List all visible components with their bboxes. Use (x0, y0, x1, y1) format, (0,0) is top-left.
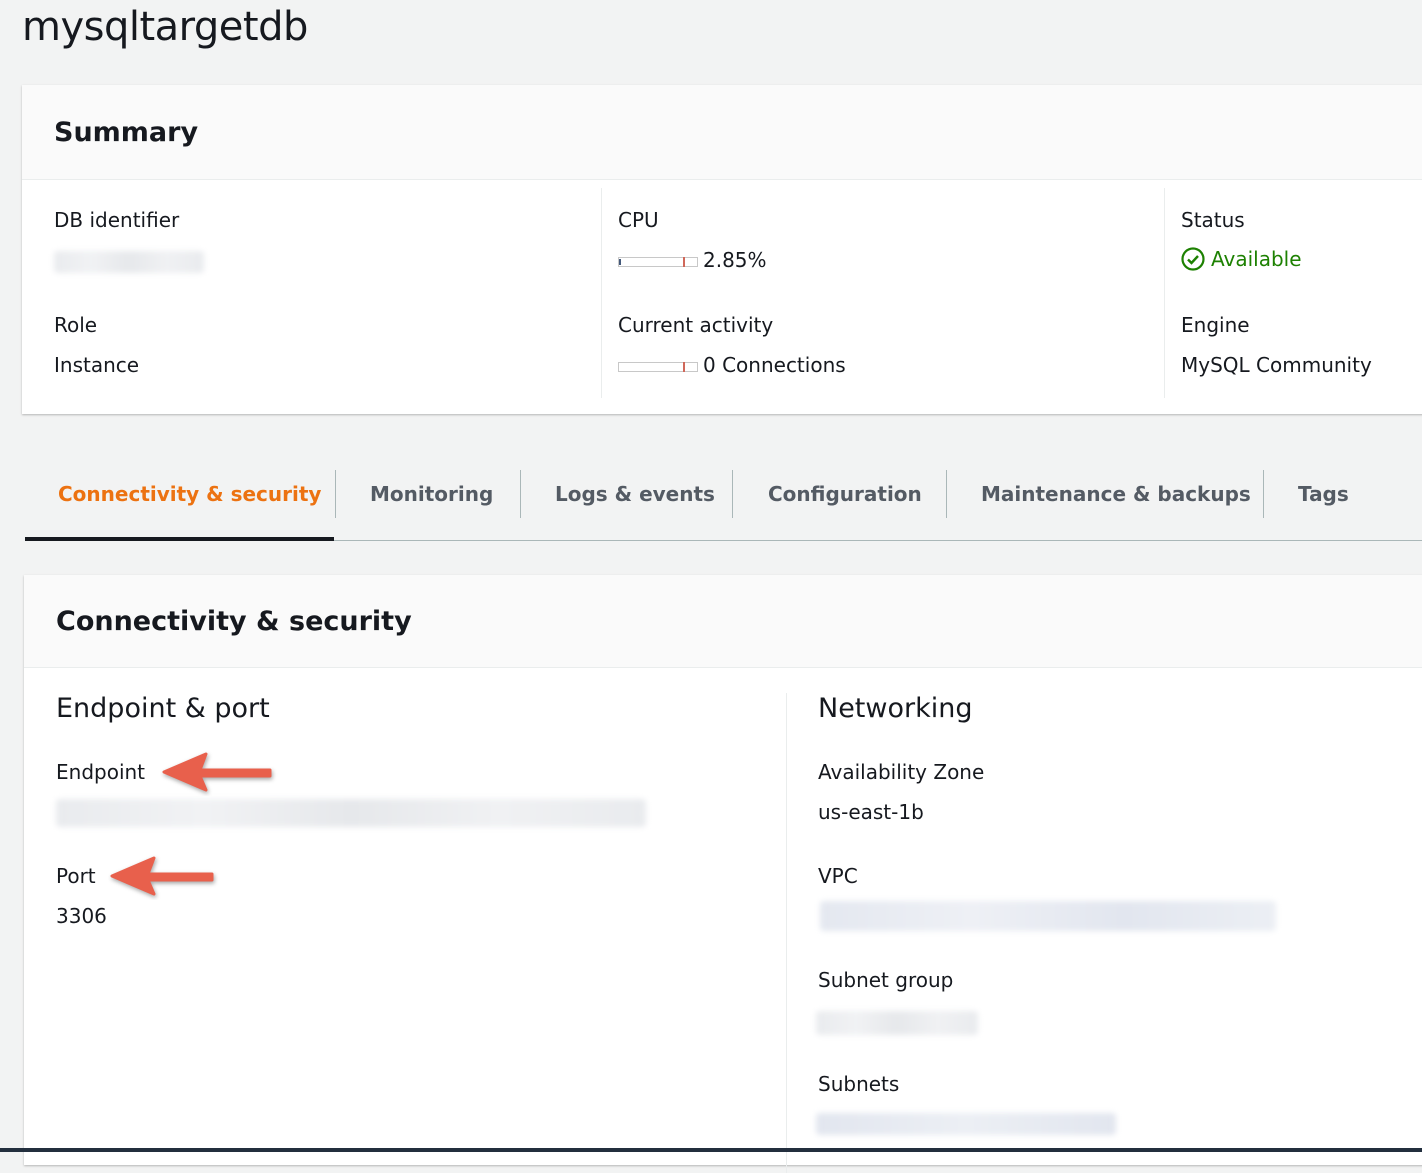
engine-value: MySQL Community (1181, 353, 1372, 377)
subnets-label: Subnets (818, 1072, 900, 1096)
bottom-bar (0, 1148, 1422, 1152)
az-value: us-east-1b (818, 800, 924, 824)
arrow-annotation-endpoint-icon (162, 752, 272, 792)
az-label: Availability Zone (818, 760, 985, 784)
page-title: mysqltargetdb (22, 4, 308, 50)
vpc-label: VPC (818, 864, 858, 888)
connectivity-header: Connectivity & security (24, 575, 1422, 668)
tab-baseline (25, 540, 1422, 541)
activity-label: Current activity (618, 313, 774, 337)
subnet-group-value-redacted (816, 1011, 978, 1035)
role-value: Instance (54, 353, 140, 377)
cpu-label: CPU (618, 208, 659, 232)
status-text: Available (1211, 247, 1302, 271)
divider (601, 188, 602, 398)
subnet-group-label: Subnet group (818, 968, 954, 992)
tab-monitoring[interactable]: Monitoring (370, 482, 494, 506)
db-identifier-label: DB identifier (54, 208, 180, 232)
connectivity-panel: Connectivity & security Endpoint & port … (24, 575, 1422, 1173)
summary-panel: Summary DB identifier Role Instance CPU … (22, 85, 1422, 414)
arrow-annotation-port-icon (110, 856, 214, 896)
endpoint-section-title: Endpoint & port (56, 693, 270, 724)
port-value: 3306 (56, 904, 107, 928)
subnets-value-redacted (816, 1113, 1116, 1135)
role-label: Role (54, 313, 98, 337)
status-label: Status (1181, 208, 1245, 232)
check-circle-icon (1181, 247, 1205, 271)
cpu-bar-threshold (683, 257, 685, 267)
status-value: Available (1181, 247, 1302, 271)
vpc-value-redacted (820, 901, 1276, 931)
activity-bar (618, 362, 698, 372)
cpu-value: 2.85% (703, 248, 767, 272)
tab-configuration[interactable]: Configuration (768, 482, 922, 506)
divider (786, 693, 787, 1173)
tab-separator (520, 470, 521, 518)
endpoint-value-redacted (56, 799, 646, 827)
db-identifier-value-redacted (54, 251, 204, 273)
activity-value: 0 Connections (703, 353, 846, 377)
endpoint-label: Endpoint (56, 760, 146, 784)
engine-label: Engine (1181, 313, 1250, 337)
connectivity-title: Connectivity & security (56, 606, 412, 637)
cpu-bar (618, 257, 698, 267)
cpu-bar-fill (619, 259, 622, 265)
networking-section-title: Networking (818, 693, 973, 724)
tab-tags[interactable]: Tags (1298, 482, 1349, 506)
summary-header: Summary (22, 85, 1422, 180)
tab-separator (335, 470, 336, 518)
divider (1164, 188, 1165, 398)
tab-separator (1263, 470, 1264, 518)
tab-maintenance-backups[interactable]: Maintenance & backups (981, 482, 1251, 506)
tab-connectivity-security[interactable]: Connectivity & security (58, 482, 322, 506)
tab-separator (732, 470, 733, 518)
tab-logs-events[interactable]: Logs & events (555, 482, 715, 506)
port-label: Port (56, 864, 96, 888)
active-tab-indicator (25, 537, 334, 541)
activity-bar-threshold (683, 362, 685, 372)
summary-title: Summary (54, 117, 199, 148)
tab-separator (946, 470, 947, 518)
